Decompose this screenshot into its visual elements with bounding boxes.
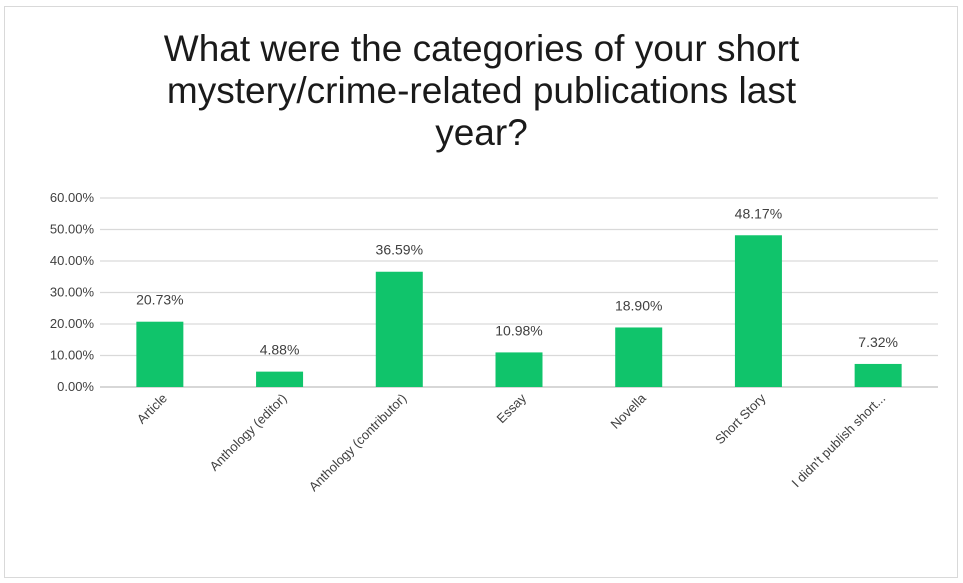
y-tick-label: 20.00% (50, 316, 95, 331)
bar (495, 352, 543, 387)
category-label: I didn't publish short... (789, 391, 889, 491)
chart-title-line-3: year? (435, 112, 528, 153)
y-tick-label: 50.00% (50, 222, 95, 237)
bar (615, 327, 663, 387)
y-tick-label: 30.00% (50, 285, 95, 300)
category-label: Novella (608, 390, 650, 432)
category-label: Short Story (712, 390, 769, 447)
category-label: Anthology (editor) (207, 391, 290, 474)
y-tick-label: 40.00% (50, 253, 95, 268)
category-label: Essay (493, 390, 529, 426)
bar (136, 321, 184, 387)
chart-title-line-2: mystery/crime-related publications last (166, 70, 797, 111)
data-label: 18.90% (615, 297, 662, 313)
bar (375, 271, 423, 387)
data-label: 36.59% (376, 242, 423, 258)
y-tick-label: 0.00% (57, 379, 94, 394)
bar (734, 235, 782, 387)
bar (256, 371, 304, 387)
chart-title-line-1: What were the categories of your short (163, 28, 800, 69)
category-label: Article (134, 391, 170, 427)
data-label: 48.17% (735, 205, 782, 221)
data-label: 20.73% (136, 292, 183, 308)
chart-title: What were the categories of your short m… (0, 28, 963, 154)
y-tick-label: 60.00% (50, 190, 95, 205)
category-label: Anthology (contributor) (306, 391, 410, 495)
y-tick-label: 10.00% (50, 348, 95, 363)
data-label: 4.88% (260, 342, 300, 358)
data-label: 10.98% (495, 322, 542, 338)
bar (854, 363, 902, 387)
data-label: 7.32% (858, 334, 898, 350)
